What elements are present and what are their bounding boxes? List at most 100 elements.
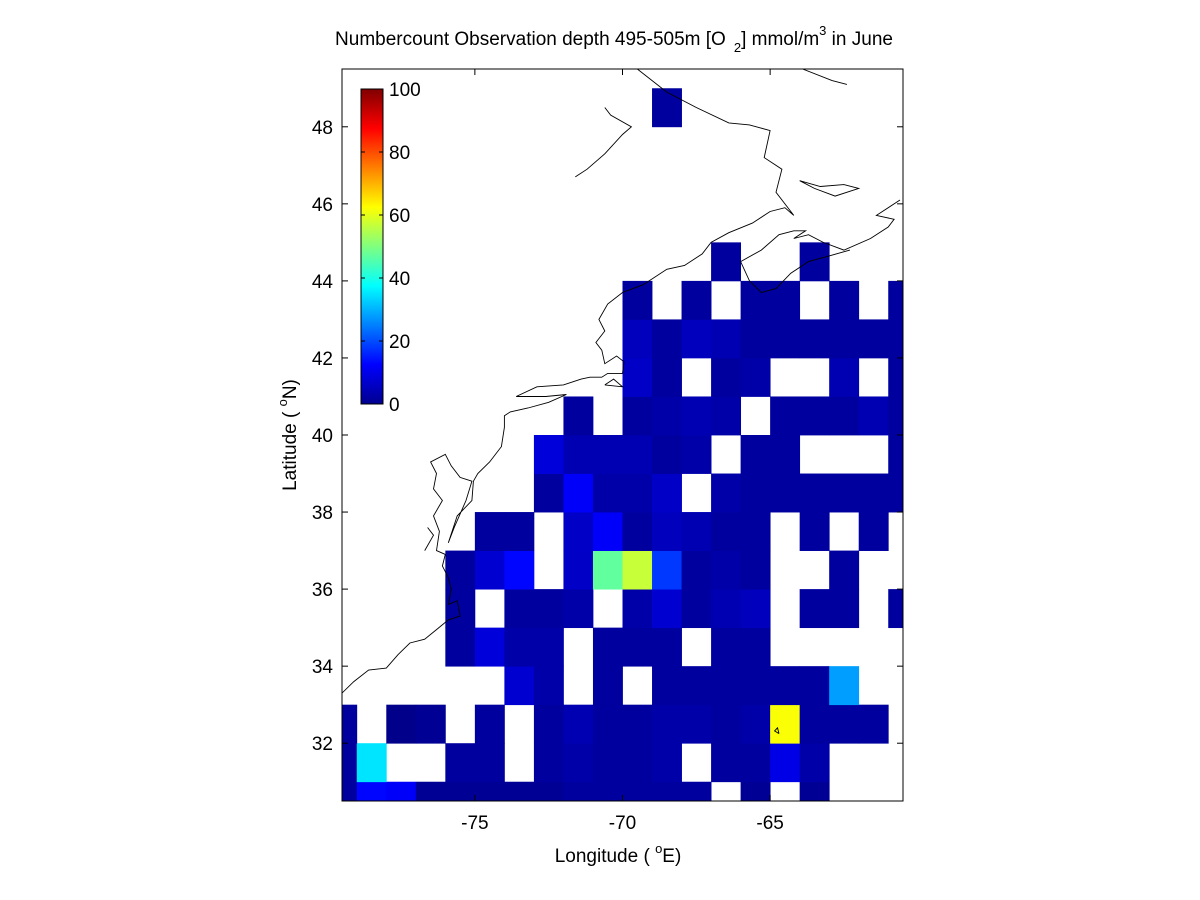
heatmap-cell [770,743,801,783]
coastline [342,69,901,734]
heatmap-cell [445,743,476,783]
y-tick-label: 32 [312,734,333,755]
heatmap-cell [829,473,860,513]
heatmap-cell [681,512,712,551]
y-tick-label: 44 [312,272,334,293]
heatmap-cell [622,512,653,551]
colorbar-gradient [360,88,384,405]
heatmap-cell [799,666,830,706]
colorbar-tick-label: 20 [389,332,410,353]
y-axis-ticks: 32 34 36 38 40 42 44 46 48 [312,118,903,755]
heatmap-cell [770,473,801,513]
heatmap-cell [622,627,653,667]
heatmap-cell [740,473,771,513]
heatmap-cell [504,512,535,551]
heatmap-cell [622,319,653,359]
heatmap-cell [711,627,742,667]
heatmap-cell [858,704,889,744]
heatmap-cell [652,512,682,551]
heatmap-cell [799,589,830,629]
heatmap-cell [740,357,771,397]
coastline-segment [342,69,795,694]
heatmap-cell [342,743,358,783]
y-tick-label: 42 [312,349,333,370]
heatmap-cell [770,666,801,706]
heatmap-cell [799,473,830,513]
heatmap-cell [622,473,653,513]
heatmap-cell [533,781,564,801]
heatmap-cell [342,781,358,801]
heatmap-cell [533,743,564,783]
heatmap-cell [888,396,903,436]
heatmap-cell [563,704,594,744]
heatmap-cell [622,396,653,436]
heatmap-cell [474,704,505,744]
colorbar-ticks: 0 20 40 60 80 100 [361,80,421,416]
heatmap-cell [652,473,682,513]
heatmap-cell [592,743,623,783]
heatmap-cell [563,512,594,551]
heatmap-cell [445,781,476,801]
heatmap-cell [652,589,682,629]
heatmap-cell [681,666,712,706]
heatmap-cell [563,781,594,801]
coastline-segment [604,378,624,388]
heatmap-cell [829,666,860,706]
heatmap-cell [829,319,860,359]
heatmap-cell [888,357,903,397]
coastline-segment [740,199,901,262]
heatmap-cell [799,396,830,436]
heatmap-cell [770,396,801,436]
heatmap-cell [740,704,771,744]
heatmap-cell [474,781,505,801]
chart-title: Numbercount Observation depth 495-505m [… [335,23,893,55]
heatmap-cell [888,435,903,474]
x-tick-label: -70 [609,813,636,834]
heatmap-cell [533,589,564,629]
heatmap-cell [829,589,860,629]
heatmap-cell [622,435,653,474]
heatmap-cell [592,435,623,474]
heatmap-cell [592,512,623,551]
heatmap-cell [474,743,505,783]
heatmap-cell [799,242,830,282]
heatmap-cell [386,704,417,744]
heatmap-cell [888,319,903,359]
heatmap-cell [652,550,682,590]
heatmap-cell [504,550,535,590]
heatmap-cell [445,627,476,667]
y-tick-label: 38 [312,503,333,524]
heatmap-cell [858,473,889,513]
heatmap-cell [681,550,712,590]
heatmap-cell [415,781,446,801]
heatmap-cell [888,473,903,513]
heatmap-cell [770,704,801,744]
heatmap-cell [622,704,653,744]
heatmap-cell [622,589,653,629]
heatmap-cell [445,550,476,590]
heatmap-cell [799,512,830,551]
colorbar-tick-label: 60 [389,206,410,227]
heatmap-cell [652,704,682,744]
heatmap-cell [622,743,653,783]
heatmap-cell [652,435,682,474]
colorbar-tick-label: 80 [389,143,410,164]
heatmap-cell [799,743,830,783]
coastline-segment [799,180,861,197]
heatmap-cell [711,319,742,359]
x-tick-label: -75 [461,813,488,834]
heatmap-cell [740,589,771,629]
heatmap-cell [504,781,535,801]
heatmap-cell [770,280,801,320]
heatmap-cell [799,781,830,801]
heatmap-cell [888,280,903,320]
colorbar-tick-label: 40 [389,269,410,290]
heatmap-cell [681,435,712,474]
heatmap-cell [592,550,623,590]
heatmap-cell [622,280,653,320]
heatmap-cell [622,357,653,397]
heatmap-cell [563,589,594,629]
heatmap-cell [592,627,623,667]
heatmap-cell [770,319,801,359]
